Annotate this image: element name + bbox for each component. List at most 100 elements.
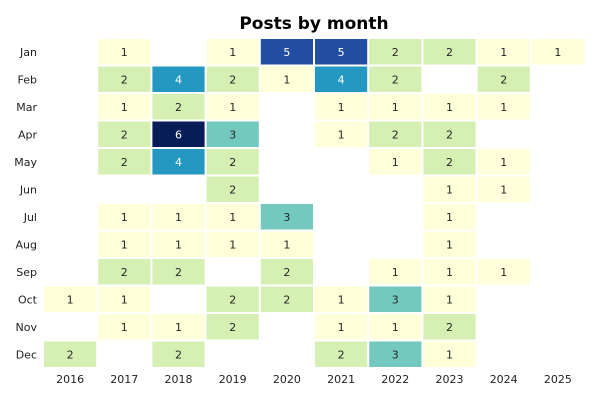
cell-value-label: 2 bbox=[67, 348, 74, 361]
heatmap-cell bbox=[152, 341, 205, 367]
x-tick-label: 2023 bbox=[436, 373, 464, 386]
heatmap-cell bbox=[152, 204, 205, 230]
cell-value-label: 2 bbox=[446, 46, 453, 59]
cell-value-label: 3 bbox=[283, 211, 290, 224]
heatmap-cell bbox=[423, 286, 476, 312]
heatmap-cell bbox=[98, 204, 151, 230]
cell-value-label: 1 bbox=[446, 348, 453, 361]
cell-value-label: 1 bbox=[338, 101, 345, 114]
cell-value-label: 6 bbox=[175, 128, 182, 141]
heatmap-cell bbox=[206, 66, 259, 92]
heatmap-cell bbox=[315, 39, 368, 65]
heatmap-cell bbox=[98, 121, 151, 147]
heatmap-cell bbox=[477, 94, 530, 120]
cell-value-label: 1 bbox=[446, 101, 453, 114]
heatmap-cell bbox=[206, 204, 259, 230]
x-tick-label: 2017 bbox=[110, 373, 138, 386]
heatmap-cell bbox=[98, 66, 151, 92]
x-tick-label: 2020 bbox=[273, 373, 301, 386]
heatmap-cell bbox=[369, 286, 422, 312]
heatmap-cell bbox=[477, 149, 530, 175]
x-tick-label: 2016 bbox=[56, 373, 84, 386]
heatmap-cell bbox=[531, 39, 584, 65]
heatmap-cell bbox=[152, 259, 205, 285]
heatmap-cell bbox=[423, 121, 476, 147]
cell-value-label: 1 bbox=[121, 46, 128, 59]
cell-value-label: 2 bbox=[229, 293, 236, 306]
x-tick-label: 2025 bbox=[544, 373, 572, 386]
y-tick-label: Mar bbox=[16, 101, 37, 114]
cell-value-label: 2 bbox=[229, 183, 236, 196]
cell-value-label: 2 bbox=[283, 266, 290, 279]
cell-value-label: 1 bbox=[446, 266, 453, 279]
cell-value-label: 2 bbox=[446, 156, 453, 169]
cell-value-label: 1 bbox=[392, 101, 399, 114]
heatmap-cell bbox=[477, 39, 530, 65]
cell-value-label: 2 bbox=[121, 266, 128, 279]
heatmap-cell bbox=[369, 121, 422, 147]
cell-value-label: 2 bbox=[283, 293, 290, 306]
cell-value-label: 2 bbox=[392, 73, 399, 86]
heatmap-cell bbox=[369, 341, 422, 367]
heatmap-cell bbox=[315, 121, 368, 147]
cell-value-label: 2 bbox=[175, 348, 182, 361]
heatmap-cell bbox=[44, 341, 97, 367]
heatmap-cell bbox=[152, 66, 205, 92]
heatmap-cell bbox=[152, 149, 205, 175]
heatmap-cell bbox=[206, 231, 259, 257]
cell-value-label: 1 bbox=[121, 101, 128, 114]
heatmap-cell bbox=[98, 149, 151, 175]
heatmap-cell bbox=[477, 176, 530, 202]
cell-value-label: 1 bbox=[121, 211, 128, 224]
cell-value-label: 1 bbox=[229, 101, 236, 114]
cell-value-label: 4 bbox=[338, 73, 345, 86]
cell-value-label: 1 bbox=[229, 238, 236, 251]
cell-value-label: 2 bbox=[229, 321, 236, 334]
cell-value-label: 5 bbox=[338, 46, 345, 59]
cell-value-label: 2 bbox=[338, 348, 345, 361]
cell-value-label: 1 bbox=[175, 211, 182, 224]
heatmap-cell bbox=[423, 314, 476, 340]
cell-value-label: 1 bbox=[446, 238, 453, 251]
heatmap-cell bbox=[369, 39, 422, 65]
cell-value-label: 1 bbox=[121, 321, 128, 334]
y-tick-label: May bbox=[14, 156, 37, 169]
cell-value-label: 1 bbox=[67, 293, 74, 306]
heatmap-cell bbox=[423, 341, 476, 367]
cell-value-label: 2 bbox=[446, 128, 453, 141]
heatmap-cell bbox=[315, 314, 368, 340]
heatmap-cell bbox=[98, 231, 151, 257]
heatmap-cell bbox=[98, 259, 151, 285]
y-tick-label: Nov bbox=[16, 321, 38, 334]
cell-value-label: 3 bbox=[392, 293, 399, 306]
cell-value-label: 1 bbox=[500, 156, 507, 169]
heatmap-cell bbox=[260, 39, 313, 65]
heatmap-cell bbox=[206, 94, 259, 120]
heatmap-cell bbox=[260, 286, 313, 312]
heatmap-cell bbox=[152, 314, 205, 340]
heatmap-cell bbox=[315, 66, 368, 92]
heatmap-cell bbox=[315, 341, 368, 367]
cell-value-label: 1 bbox=[338, 293, 345, 306]
heatmap-cell bbox=[423, 204, 476, 230]
heatmap-cell bbox=[477, 259, 530, 285]
cell-value-label: 1 bbox=[121, 293, 128, 306]
x-axis-tick-labels: 2016 2017 2018 2019 2020 2021 2022 2023 2024 2025 bbox=[56, 373, 572, 386]
heatmap-cell bbox=[369, 314, 422, 340]
y-tick-label: Sep bbox=[16, 266, 37, 279]
cell-value-label: 1 bbox=[392, 321, 399, 334]
cell-value-label: 2 bbox=[121, 156, 128, 169]
cell-value-label: 1 bbox=[392, 156, 399, 169]
heatmap-cell bbox=[206, 121, 259, 147]
cell-value-label: 4 bbox=[175, 73, 182, 86]
cell-value-label: 1 bbox=[500, 183, 507, 196]
x-tick-label: 2019 bbox=[219, 373, 247, 386]
cell-value-label: 3 bbox=[392, 348, 399, 361]
heatmap-cell bbox=[423, 176, 476, 202]
heatmap-cell bbox=[98, 39, 151, 65]
heatmap-cell bbox=[44, 286, 97, 312]
cell-value-label: 1 bbox=[229, 46, 236, 59]
cell-value-label: 1 bbox=[338, 321, 345, 334]
heatmap-cell bbox=[423, 149, 476, 175]
